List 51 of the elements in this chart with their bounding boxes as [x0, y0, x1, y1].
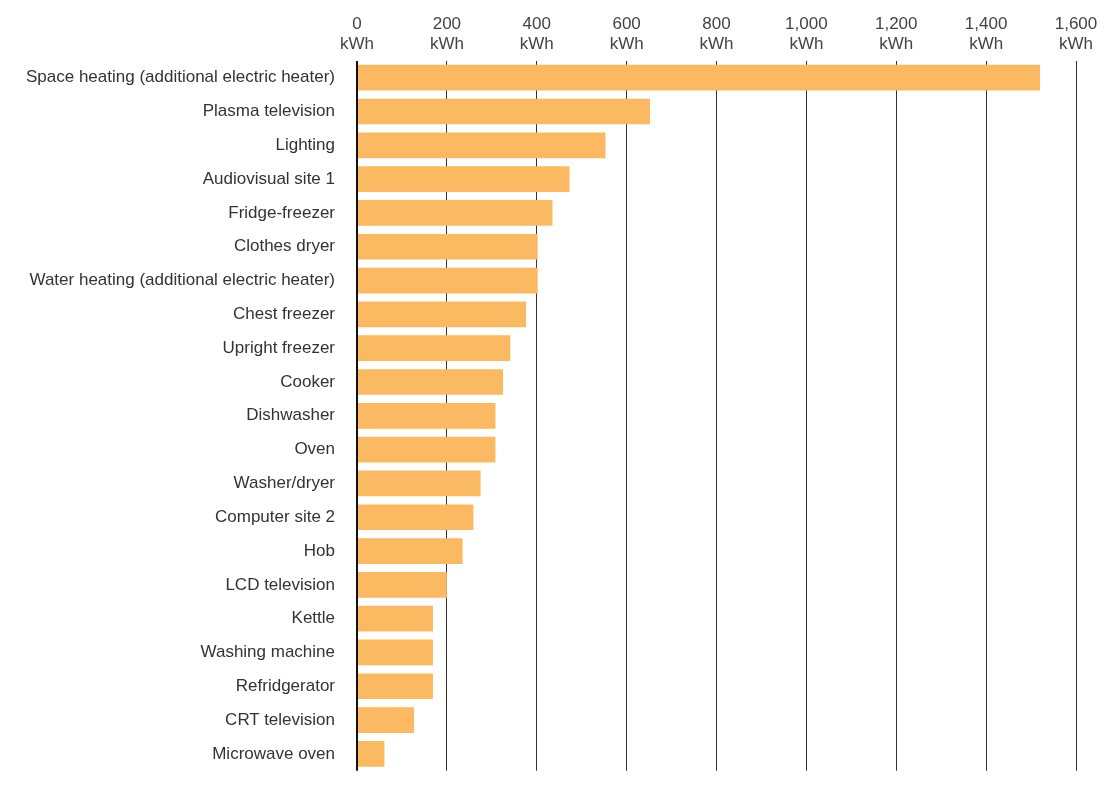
y-tick-label: Upright freezer	[222, 337, 336, 357]
x-tick-label: 1,000 kWh	[785, 13, 828, 54]
x-tick-label: 1,200 kWh	[874, 13, 918, 54]
x-tick-label: 200 kWh	[429, 13, 464, 54]
bar	[358, 98, 651, 125]
y-tick-label: Washing machine	[200, 642, 336, 662]
x-tick-label: 0 kWh	[340, 13, 375, 54]
x-tick-label: 1,600 kWh	[1054, 13, 1098, 54]
bar	[358, 301, 526, 328]
bar	[358, 572, 447, 598]
y-tick-label: LCD television	[225, 574, 336, 594]
bar	[358, 369, 504, 395]
bar	[358, 64, 1041, 91]
y-tick-label: Water heating (additional electric heater)	[29, 270, 336, 290]
bar	[358, 267, 538, 294]
y-tick-label: Oven	[294, 439, 336, 459]
bar	[358, 436, 496, 463]
y-tick-label: Clothes dryer	[233, 236, 336, 256]
y-tick-label: Cooker	[280, 371, 336, 391]
bar	[358, 233, 538, 260]
bar	[358, 335, 511, 362]
y-tick-label: Chest freezer	[232, 304, 336, 324]
y-tick-label: Refridgerator	[235, 675, 336, 695]
y-tick-label: Washer/dryer	[233, 473, 336, 493]
x-tick-label: 800 kWh	[699, 13, 734, 54]
x-tick-label: 1,400 kWh	[964, 13, 1008, 54]
bar	[358, 166, 570, 192]
y-tick-label: Plasma television	[202, 101, 336, 121]
bar	[358, 470, 481, 497]
bar	[358, 504, 474, 531]
x-tick-label: 600 kWh	[609, 13, 644, 54]
x-tick-label: 400 kWh	[519, 13, 554, 54]
y-tick-label: CRT television	[225, 709, 336, 729]
bar	[358, 200, 553, 226]
y-tick-label: Fridge-freezer	[228, 202, 336, 222]
y-tick-label: Kettle	[291, 608, 336, 628]
bar	[358, 402, 496, 429]
bar	[358, 673, 433, 700]
bar	[358, 132, 606, 159]
bar	[358, 605, 433, 632]
y-tick-label: Dishwasher	[246, 405, 336, 425]
y-tick-label: Microwave oven	[212, 743, 336, 763]
bar	[358, 707, 415, 733]
y-tick-label: Space heating (additional electric heater)	[25, 67, 336, 87]
bar	[358, 741, 385, 767]
bar	[358, 639, 433, 666]
y-tick-label: Hob	[303, 540, 336, 560]
bar	[358, 538, 463, 564]
y-tick-label: Audiovisual site 1	[202, 168, 336, 188]
y-tick-label: Computer site 2	[215, 506, 336, 526]
y-tick-label: Lighting	[275, 135, 336, 155]
